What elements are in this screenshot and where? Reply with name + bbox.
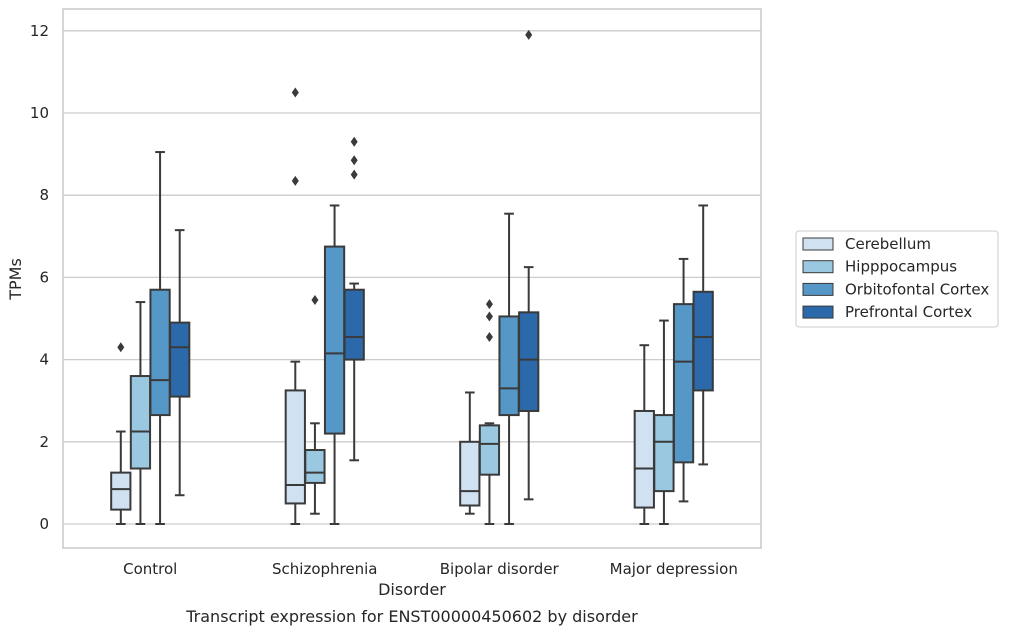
box-body <box>284 389 306 505</box>
box-body <box>110 471 132 511</box>
y-tick-labels: 0 2 4 6 8 10 12 <box>30 22 49 533</box>
box-body <box>478 424 501 476</box>
y-axis-title: TPMs <box>6 258 25 301</box>
legend-swatch <box>802 237 834 251</box>
legend-label: Prefrontal Cortex <box>845 303 972 321</box>
box-0-0 <box>110 342 132 525</box>
y-tick-label: 10 <box>30 104 49 122</box>
box-body <box>169 321 191 398</box>
x-tick-label: Control <box>123 560 177 578</box>
box-3-1 <box>343 136 365 462</box>
outlier-point <box>525 29 533 40</box>
box-body <box>653 414 675 493</box>
box-2-3 <box>672 257 695 503</box>
legend: Cerebellum Hipppocampus Orbitofontal Corte… <box>795 230 999 328</box>
y-tick-label: 8 <box>39 186 49 204</box>
box-body <box>672 303 695 464</box>
outlier-point <box>485 311 493 322</box>
box-0-2 <box>459 391 481 515</box>
outlier-point <box>291 175 299 186</box>
box-2-2 <box>498 212 520 525</box>
box-0-3 <box>633 344 655 525</box>
box-body <box>692 290 714 392</box>
box-3-2 <box>518 29 540 501</box>
legend-swatch <box>802 282 834 296</box>
y-tick-label: 0 <box>39 515 49 533</box>
box-body <box>498 315 520 417</box>
legend-swatch <box>802 305 834 319</box>
box-body <box>304 449 326 484</box>
y-tick-label: 12 <box>30 22 49 40</box>
outlier-point <box>350 169 358 180</box>
box-2-1 <box>323 204 346 525</box>
y-tick-label: 4 <box>39 351 49 369</box>
outlier-point <box>117 342 125 353</box>
box-body <box>149 288 171 417</box>
box-1-1 <box>304 295 326 515</box>
box-0-1 <box>284 87 306 525</box>
chart-title: Transcript expression for ENST0000045060… <box>185 607 638 626</box>
boxes <box>110 29 714 525</box>
box-2-0 <box>149 151 171 525</box>
box-body <box>518 311 540 412</box>
box-1-0 <box>129 301 152 525</box>
legend-label: Hipppocampus <box>845 258 957 276</box>
x-tick-label: Schizophrenia <box>272 560 377 578</box>
box-body <box>633 409 655 509</box>
x-axis-title: Disorder <box>378 580 446 599</box>
box-body <box>343 288 365 361</box>
outlier-point <box>350 136 358 147</box>
outlier-point <box>291 87 299 98</box>
outlier-point <box>485 331 493 342</box>
y-tick-label: 2 <box>39 433 49 451</box>
legend-swatch <box>802 260 834 274</box>
x-tick-labels: Control Schizophrenia Bipolar disorder Majo… <box>123 560 738 578</box>
box-3-3 <box>692 204 714 466</box>
plot-area-frame <box>62 8 762 549</box>
box-body <box>459 440 481 507</box>
box-1-3 <box>653 319 675 525</box>
legend-label: Cerebellum <box>845 235 931 253</box>
outlier-point <box>485 299 493 310</box>
outlier-point <box>311 295 319 306</box>
box-body <box>129 375 152 470</box>
legend-label: Orbitofontal Cortex <box>845 280 989 298</box>
box-body <box>323 245 346 435</box>
box-3-0 <box>169 229 191 497</box>
y-tick-label: 6 <box>39 268 49 286</box>
legend-frame <box>795 230 999 328</box>
x-tick-label: Major depression <box>610 560 738 578</box>
box-1-2 <box>478 299 501 525</box>
outlier-point <box>350 155 358 166</box>
x-tick-label: Bipolar disorder <box>440 560 560 578</box>
